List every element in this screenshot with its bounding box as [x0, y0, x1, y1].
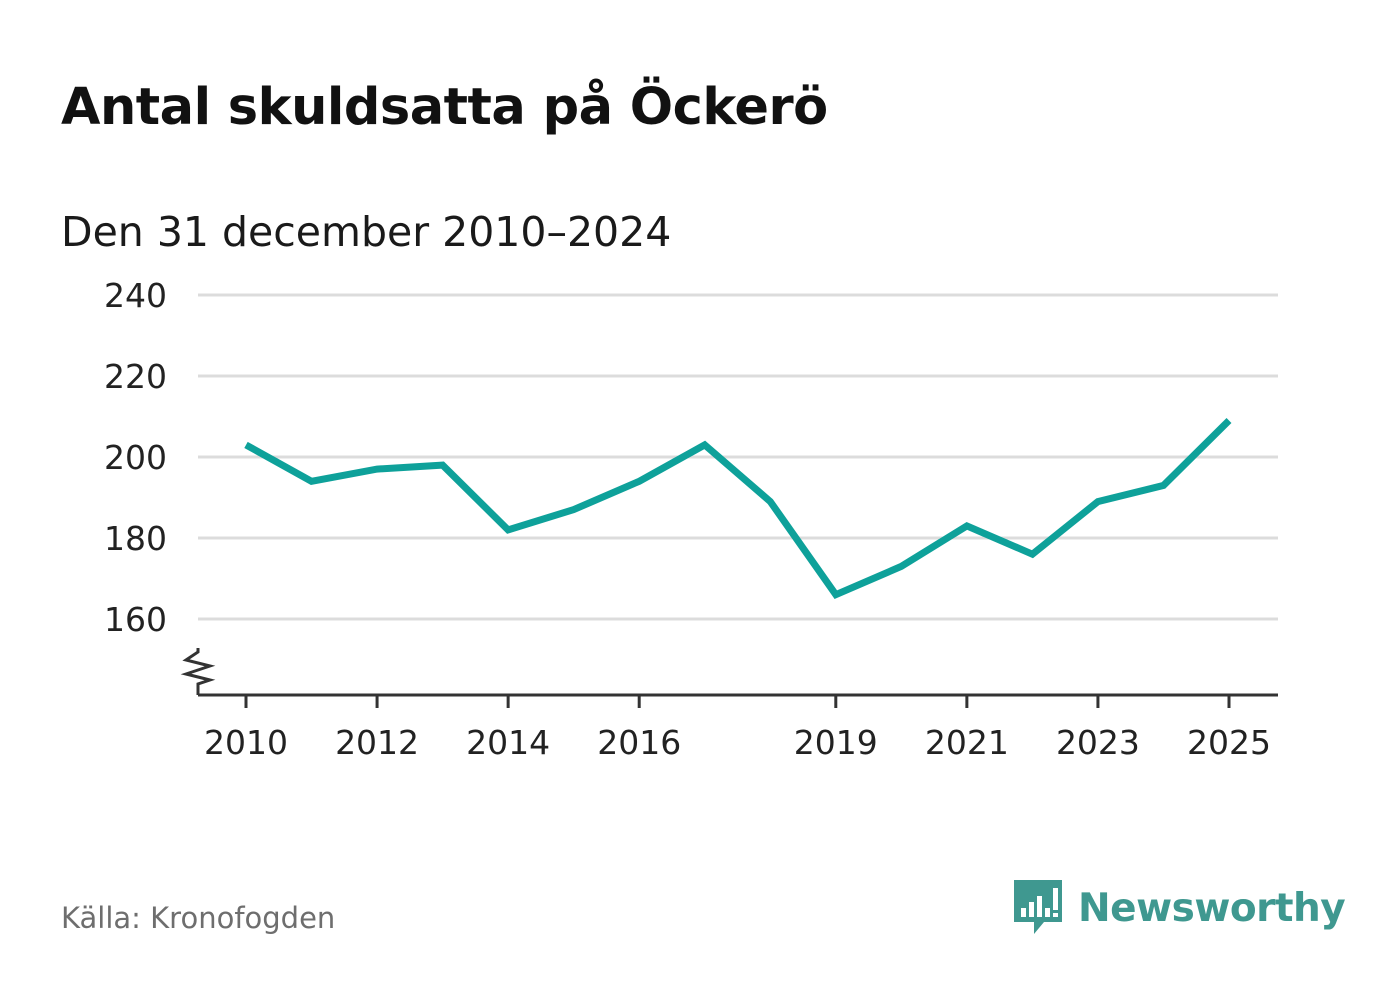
x-axis-ticks: 2010 2012 2014 2016 2019 2021 2023 2025 — [204, 695, 1271, 762]
y-tick-label-200: 200 — [104, 438, 167, 477]
x-tick-label-2019: 2019 — [794, 723, 878, 762]
x-axis — [180, 648, 1278, 697]
bar-chart-speech-bubble-icon — [1014, 880, 1062, 934]
y-tick-label-180: 180 — [104, 519, 167, 558]
x-tick-label-2021: 2021 — [925, 723, 1009, 762]
x-tick-label-2012: 2012 — [335, 723, 419, 762]
axis-break-icon — [180, 648, 216, 695]
chart-title: Antal skuldsatta på Öckerö — [61, 78, 828, 137]
y-tick-label-160: 160 — [104, 600, 167, 639]
x-tick-label-2016: 2016 — [597, 723, 681, 762]
chart-subtitle: Den 31 december 2010–2024 — [61, 208, 672, 256]
series-layer — [244, 418, 1232, 600]
brand-name: Newsworthy — [1078, 885, 1346, 931]
source-note: Källa: Kronofogden — [61, 901, 336, 935]
grid-lines — [198, 293, 1278, 621]
series-line-0 — [244, 418, 1232, 600]
x-tick-label-2014: 2014 — [466, 723, 550, 762]
x-tick-label-2025: 2025 — [1187, 723, 1271, 762]
x-tick-label-2010: 2010 — [204, 723, 288, 762]
y-axis-ticks: 160 180 200 220 240 — [104, 276, 167, 639]
x-tick-label-2023: 2023 — [1056, 723, 1140, 762]
brand-logo: Newsworthy — [1012, 878, 1346, 938]
y-tick-label-240: 240 — [104, 276, 167, 315]
y-tick-label-220: 220 — [104, 357, 167, 396]
